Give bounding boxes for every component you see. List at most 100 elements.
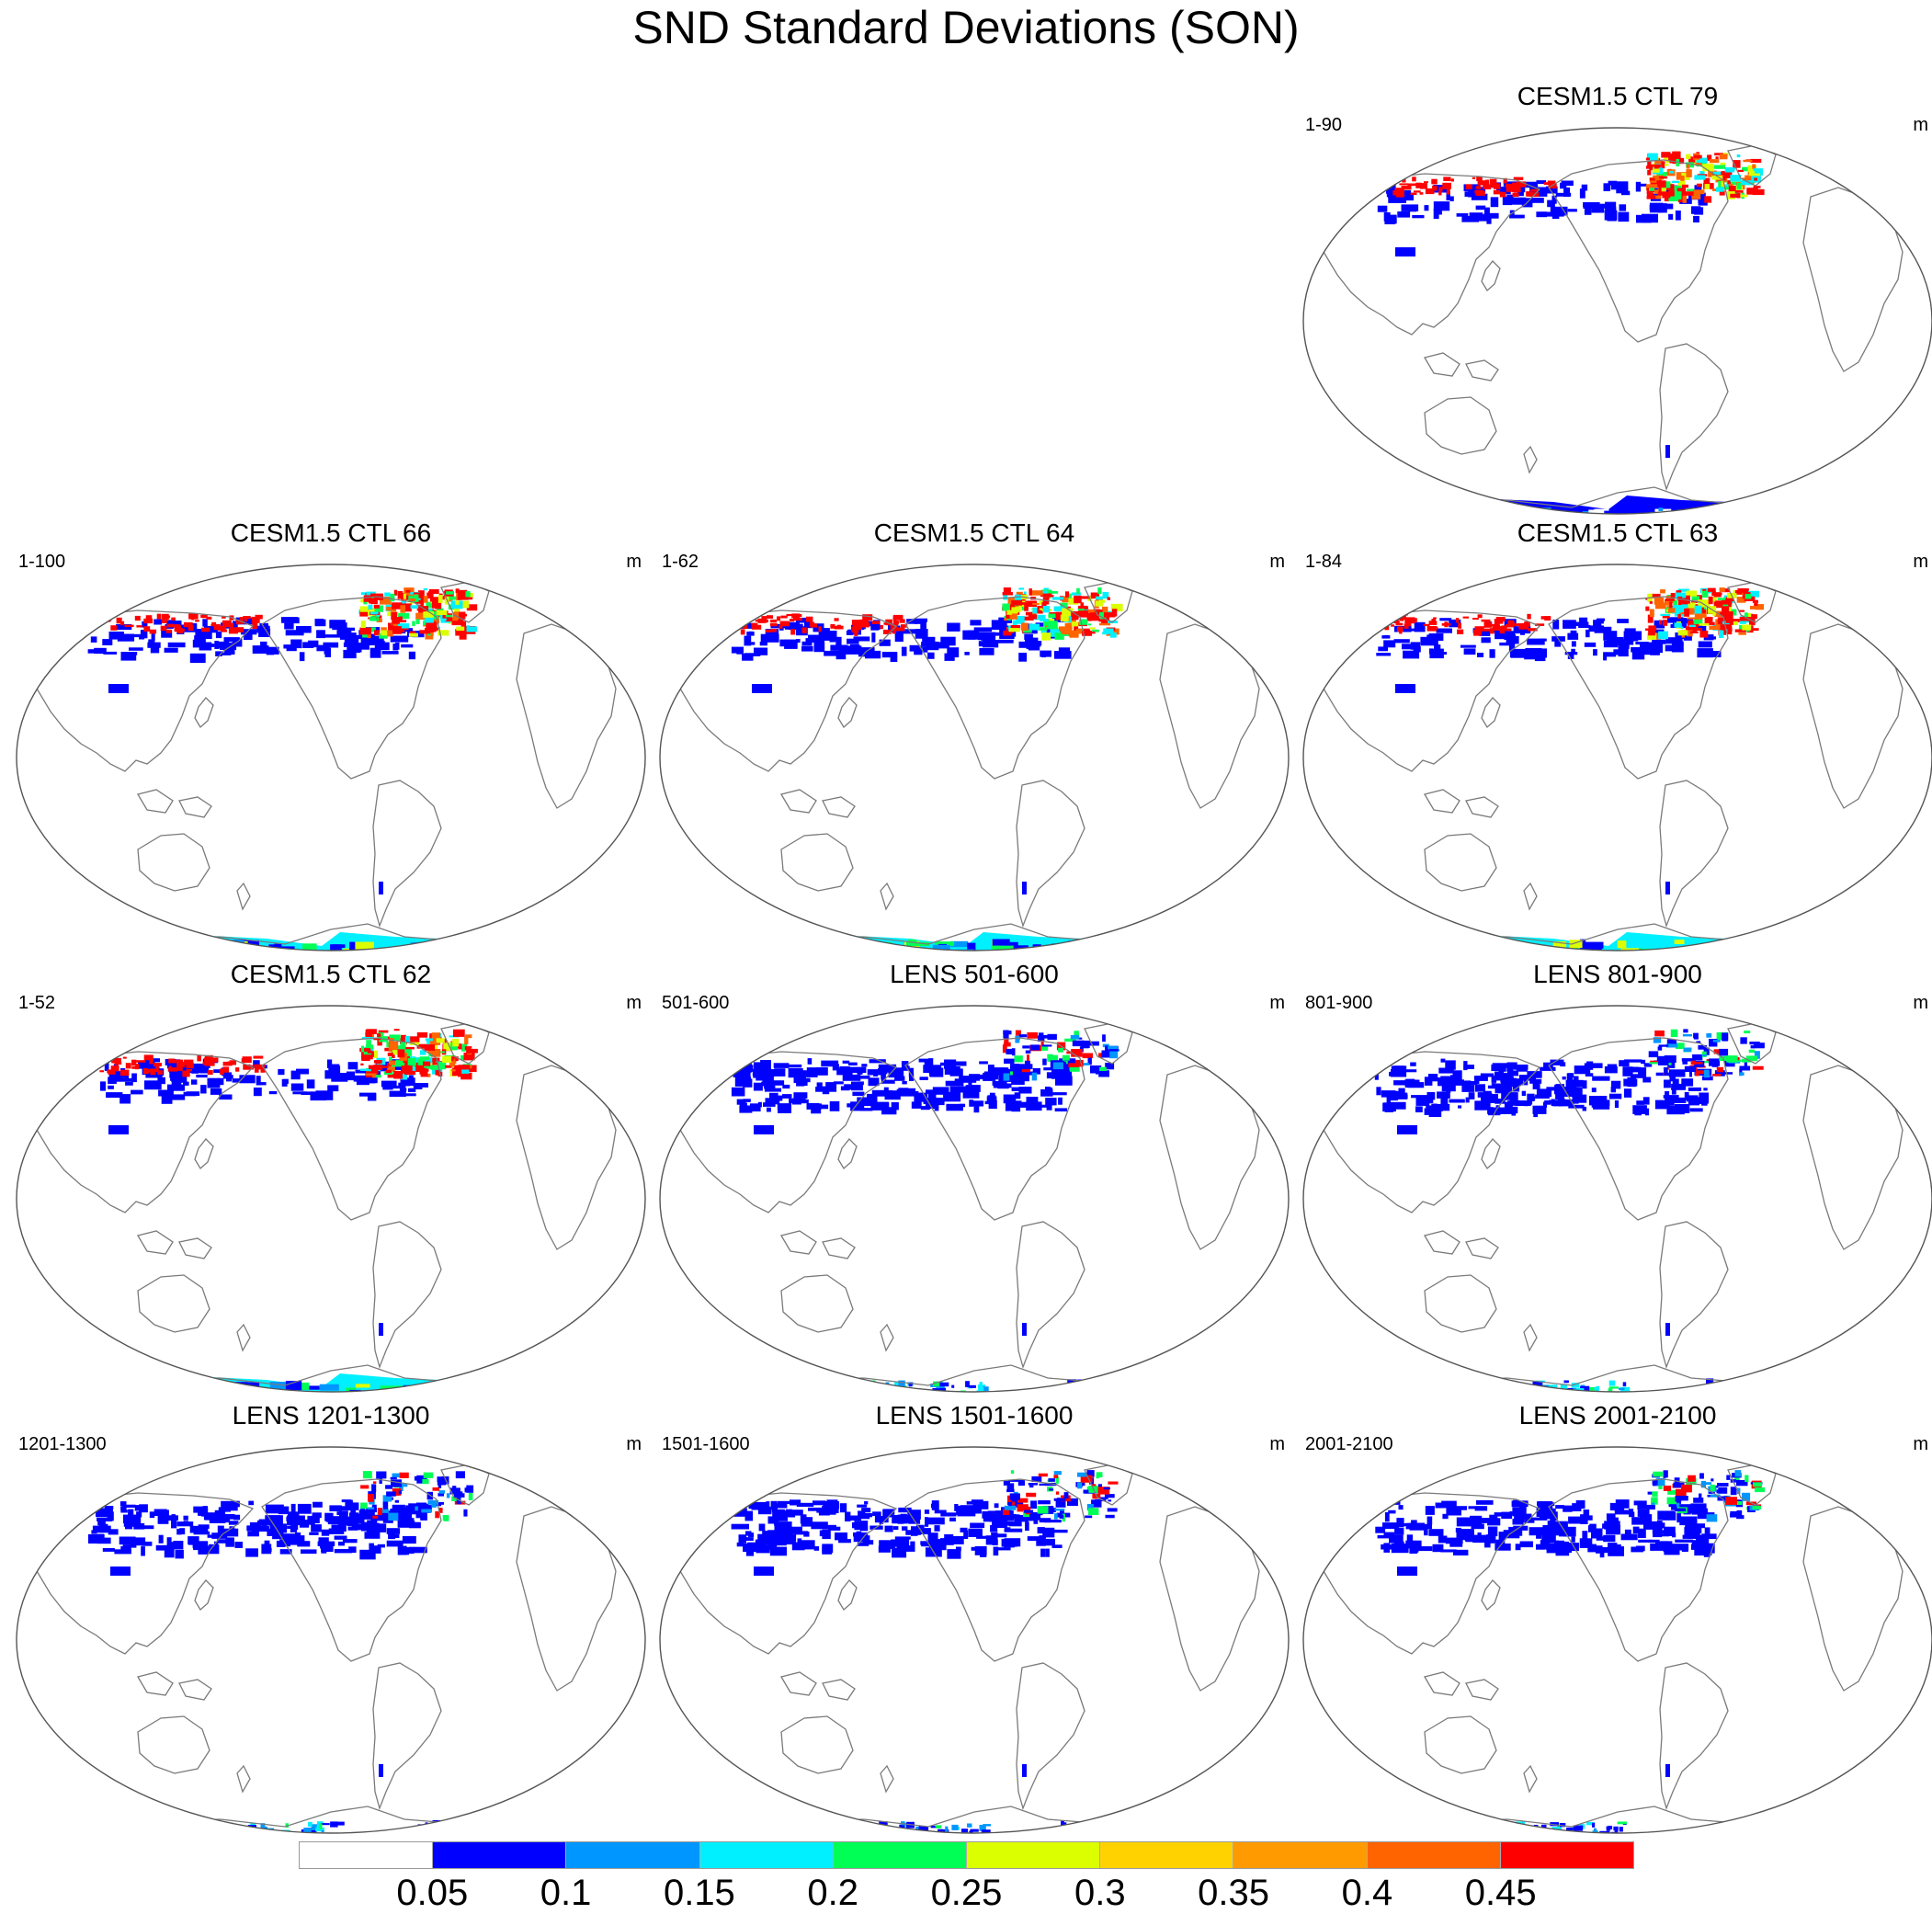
snow-cell	[882, 1509, 894, 1518]
snow-cell	[144, 1832, 152, 1833]
snow-cell	[1115, 1821, 1125, 1827]
snow-cell	[1025, 1050, 1031, 1054]
snow-cell	[1476, 1830, 1483, 1833]
snow-cell	[862, 622, 870, 628]
snow-cell	[1452, 1070, 1462, 1080]
snow-cell	[1686, 164, 1690, 169]
snow-cell	[1527, 1093, 1535, 1101]
snow-cell	[860, 1108, 873, 1111]
snow-cell	[1519, 1500, 1527, 1511]
snow-cell	[1699, 1493, 1702, 1502]
snow-cell	[1154, 1836, 1157, 1841]
snow-cell	[1624, 628, 1636, 632]
snow-cell	[1503, 939, 1511, 948]
snow-cell	[1077, 1472, 1087, 1477]
snow-cell	[949, 1517, 956, 1521]
snow-cell	[363, 1051, 372, 1057]
snow-cell	[431, 600, 438, 609]
snow-cell	[1410, 1062, 1416, 1066]
coastline	[822, 1679, 856, 1701]
snow-cell	[1736, 154, 1741, 158]
snow-cell	[1399, 618, 1404, 621]
coastline	[837, 1579, 858, 1612]
snow-cell	[1632, 1105, 1647, 1114]
snow-cell	[155, 1066, 159, 1073]
snow-cell	[1744, 612, 1748, 619]
snow-cell	[1733, 160, 1741, 168]
snow-cell	[773, 1063, 790, 1068]
snow-cell	[244, 1395, 263, 1398]
snow-cell	[1579, 617, 1588, 625]
coastline	[779, 1671, 817, 1696]
snow-cell	[1492, 625, 1500, 631]
snow-field	[1374, 1029, 1815, 1392]
snow-cell	[398, 1082, 411, 1087]
snow-cell	[1654, 1030, 1665, 1037]
snow-cell	[354, 634, 367, 640]
snow-cell	[1055, 1491, 1060, 1495]
snow-cell	[1622, 1066, 1633, 1077]
snow-cell	[1734, 589, 1743, 595]
snow-cell	[242, 1056, 252, 1064]
snow-cell	[1094, 1390, 1103, 1392]
snow-cell	[378, 1030, 389, 1033]
snow-cell	[1593, 1104, 1610, 1110]
snow-cell	[1752, 1506, 1762, 1510]
snow-cell	[1032, 1067, 1040, 1075]
snow-cell	[1500, 1835, 1505, 1841]
snow-cell	[1582, 1531, 1588, 1539]
snow-cell	[125, 1524, 133, 1530]
snow-cell	[851, 1081, 863, 1091]
snow-cell	[1687, 630, 1693, 637]
map-panel: LENS 501-600 501-600 m	[653, 960, 1296, 1402]
panel-title: LENS 801-900	[1533, 960, 1702, 988]
snow-cell	[926, 641, 939, 651]
snow-cell	[1107, 1388, 1115, 1391]
snow-cell	[1088, 1508, 1099, 1515]
snow-cell	[412, 632, 425, 638]
snow-cell	[859, 1535, 870, 1542]
snow-cell	[449, 1058, 456, 1065]
snow-cell	[751, 622, 758, 628]
snow-cell	[870, 1388, 879, 1392]
snow-cell	[271, 1529, 276, 1535]
snow-cell	[1076, 1037, 1083, 1040]
snow-cell	[328, 1528, 345, 1534]
snow-cell	[272, 1532, 284, 1540]
snow-cell	[1737, 169, 1744, 172]
snow-cell	[1715, 1385, 1722, 1390]
snow-cell	[512, 1827, 519, 1831]
coastline	[178, 1237, 212, 1259]
snow-cell	[1514, 1833, 1517, 1836]
map-outline	[1302, 564, 1932, 951]
panel-years-label: 1-84	[1305, 552, 1343, 572]
snow-cell	[475, 945, 496, 951]
snow-cell	[1418, 1381, 1422, 1385]
snow-cell	[1045, 625, 1051, 635]
snow-cell	[1551, 195, 1557, 204]
snow-cell	[1108, 1499, 1112, 1502]
snow-cell	[771, 1508, 778, 1513]
snow-cell	[902, 1080, 907, 1085]
snow-cell	[801, 641, 813, 646]
snow-cell	[794, 614, 802, 617]
snow-cell	[221, 1500, 238, 1511]
coastline	[1523, 445, 1538, 474]
snow-cell	[1744, 594, 1752, 599]
snow-cell	[1652, 1479, 1658, 1486]
snow-cell	[830, 623, 835, 629]
snow-cell	[203, 625, 218, 633]
snow-cell	[1038, 1473, 1048, 1477]
snow-cell	[1489, 628, 1494, 634]
snow-cell	[1038, 1034, 1050, 1039]
snow-cell	[858, 650, 866, 657]
snow-cell	[1734, 1470, 1742, 1477]
snow-cell	[1155, 1378, 1165, 1381]
snow-cell	[1053, 1475, 1059, 1478]
snow-cell	[949, 1068, 963, 1077]
snow-cell	[1513, 626, 1531, 634]
snow-cell	[1506, 186, 1515, 192]
snow-cell	[1087, 609, 1096, 613]
snow-cell	[1031, 1072, 1038, 1081]
snow-cell	[1007, 1499, 1024, 1506]
